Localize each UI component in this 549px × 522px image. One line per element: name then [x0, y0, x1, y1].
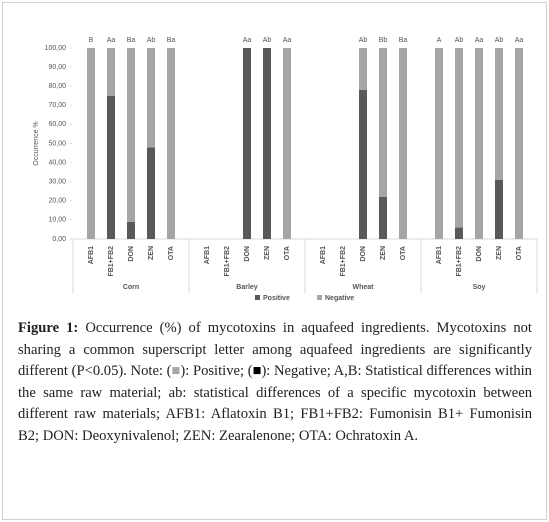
significance-letter: A — [437, 37, 442, 44]
bar-segment — [455, 48, 463, 228]
x-tick-label: ZEN — [264, 246, 271, 260]
bar-segment — [107, 48, 115, 96]
y-tick-label: 80,00 — [48, 83, 66, 90]
x-tick-label: DON — [244, 246, 251, 262]
significance-letter: Aa — [283, 37, 292, 44]
significance-letter: Ba — [167, 37, 176, 44]
legend-label: Negative — [325, 295, 354, 302]
y-tick-label: 0,00 — [52, 236, 66, 243]
bar-segment — [495, 48, 503, 180]
y-tick-label: 60,00 — [48, 121, 66, 128]
group-label: Barley — [236, 284, 258, 291]
caption: Figure 1: Occurrence (%) of mycotoxins i… — [18, 318, 532, 448]
bar-segment — [495, 179, 503, 239]
x-tick-label: FB1+FB2 — [108, 246, 115, 277]
x-tick-label: OTA — [284, 246, 291, 260]
bar-segment — [283, 48, 291, 239]
legend-swatch — [317, 295, 322, 300]
caption-label: Figure 1: — [18, 320, 79, 336]
caption-symbol: ■ — [171, 363, 181, 380]
bar-segment — [263, 48, 271, 239]
caption-text: Occurrence (%) of mycotoxins in aquafeed… — [18, 320, 532, 380]
x-tick-label: DON — [476, 246, 483, 262]
y-axis-label: Occurrence % — [33, 121, 40, 165]
y-tick-label: 90,00 — [48, 64, 66, 71]
bar-segment — [127, 221, 135, 239]
y-tick-label: 70,00 — [48, 102, 66, 109]
legend-swatch — [255, 295, 260, 300]
bar-segment — [87, 48, 95, 239]
y-tick-label: 10,00 — [48, 217, 66, 224]
caption-text: ): Negative; A,B: Statistical difference… — [18, 363, 532, 444]
significance-letter: Ab — [147, 37, 156, 44]
x-tick-label: AFB1 — [204, 246, 211, 264]
bar-segment — [379, 196, 387, 239]
x-tick-label: AFB1 — [88, 246, 95, 264]
legend-label: Positive — [263, 295, 290, 302]
significance-letter: Bb — [379, 37, 388, 44]
x-tick-label: FB1+FB2 — [340, 246, 347, 277]
y-tick-label: 30,00 — [48, 179, 66, 186]
bar-segment — [147, 48, 155, 148]
x-tick-label: OTA — [400, 246, 407, 260]
bar-segment — [243, 48, 251, 239]
y-tick-label: 40,00 — [48, 159, 66, 166]
x-tick-label: AFB1 — [436, 246, 443, 264]
bar-segment — [475, 48, 483, 239]
x-tick-label: OTA — [168, 246, 175, 260]
x-tick-label: OTA — [516, 246, 523, 260]
bar-segment — [435, 48, 443, 239]
bar-segment — [107, 95, 115, 239]
bar-segment — [455, 227, 463, 239]
x-tick-label: ZEN — [148, 246, 155, 260]
x-tick-label: ZEN — [496, 246, 503, 260]
x-tick-label: ZEN — [380, 246, 387, 260]
significance-letter: Aa — [243, 37, 252, 44]
bar-segment — [167, 48, 175, 239]
bar-segment — [359, 48, 367, 91]
significance-letter: Aa — [107, 37, 116, 44]
caption-text: ): Positive; ( — [180, 363, 253, 380]
significance-letter: Ba — [127, 37, 136, 44]
caption-symbol: ■ — [252, 363, 262, 380]
group-label: Soy — [473, 284, 486, 291]
x-tick-label: FB1+FB2 — [224, 246, 231, 277]
bar-segment — [359, 90, 367, 240]
x-tick-label: DON — [128, 246, 135, 262]
significance-letter: Ab — [495, 37, 504, 44]
significance-letter: Aa — [475, 37, 484, 44]
y-tick-label: 20,00 — [48, 198, 66, 205]
group-label: Wheat — [353, 284, 375, 291]
chart: 0,00 10,00 20,00 30,00 40,00 50,00 60,00 70,00 8… — [33, 37, 538, 302]
y-tick-label: 50,00 — [48, 140, 66, 147]
bar-segment — [399, 48, 407, 239]
group-label: Corn — [123, 284, 139, 291]
significance-letter: B — [89, 37, 94, 44]
x-tick-label: AFB1 — [320, 246, 327, 264]
significance-letter: Ab — [263, 37, 272, 44]
bar-segment — [379, 48, 387, 197]
significance-letter: Aa — [515, 37, 524, 44]
significance-letter: Ab — [359, 37, 368, 44]
significance-letter: Ab — [455, 37, 464, 44]
bar-segment — [147, 147, 155, 239]
bar-segment — [515, 48, 523, 239]
y-tick-label: 100,00 — [45, 45, 67, 52]
bar-segment — [127, 48, 135, 222]
x-tick-label: DON — [360, 246, 367, 262]
significance-letter: Ba — [399, 37, 408, 44]
x-tick-label: FB1+FB2 — [456, 246, 463, 277]
